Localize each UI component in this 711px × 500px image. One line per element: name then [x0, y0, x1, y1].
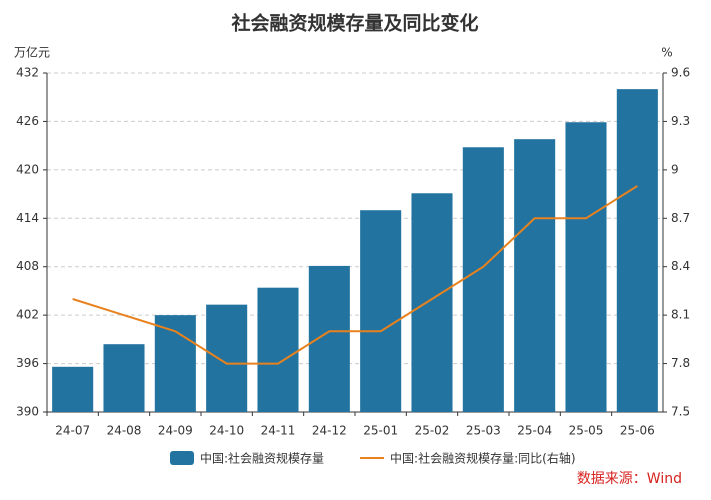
- x-tick-label: 25-03: [466, 424, 501, 438]
- y-axis-label: 万亿元: [14, 45, 50, 60]
- y2-axis-label: %: [661, 46, 672, 60]
- x-tick-label: 25-02: [415, 424, 450, 438]
- x-tick-label: 25-06: [620, 424, 655, 438]
- legend-label: 中国:社会融资规模存量:同比(右轴): [390, 451, 575, 466]
- y2-tick-label: 7.5: [671, 405, 690, 419]
- y-tick-label: 414: [16, 211, 39, 225]
- y-tick-label: 426: [16, 114, 39, 128]
- y-tick-label: 402: [16, 308, 39, 322]
- y2-tick-label: 9.3: [671, 114, 690, 128]
- y2-tick-label: 9.6: [671, 66, 690, 80]
- y-tick-label: 390: [16, 405, 39, 419]
- x-tick-label: 24-11: [261, 424, 296, 438]
- bar: [52, 366, 94, 412]
- y2-tick-label: 8.7: [671, 211, 690, 225]
- y2-tick-label: 8.4: [671, 259, 690, 273]
- legend-label: 中国:社会融资规模存量: [200, 451, 324, 466]
- legend-swatch: [170, 451, 194, 465]
- x-tick-label: 25-05: [569, 424, 604, 438]
- x-tick-label: 24-12: [312, 424, 347, 438]
- y-tick-label: 396: [16, 356, 39, 370]
- bar: [514, 139, 556, 412]
- x-tick-label: 25-04: [517, 424, 552, 438]
- bar: [462, 147, 504, 412]
- bar: [154, 315, 196, 412]
- y-tick-label: 408: [16, 259, 39, 273]
- bar: [257, 287, 299, 412]
- y2-tick-label: 9: [671, 162, 679, 176]
- y2-tick-label: 7.8: [671, 356, 690, 370]
- y-tick-label: 432: [16, 66, 39, 80]
- bar: [308, 265, 350, 412]
- line: [72, 185, 638, 365]
- x-tick-label: 24-10: [209, 424, 244, 438]
- bar: [360, 210, 402, 412]
- bar: [565, 122, 607, 412]
- source-note: 数据来源：Wind: [577, 471, 682, 487]
- bar: [411, 193, 453, 412]
- x-tick-label: 24-08: [107, 424, 142, 438]
- x-tick-label: 25-01: [363, 424, 398, 438]
- x-tick-label: 24-07: [55, 424, 90, 438]
- bar: [616, 89, 658, 413]
- chart-title: 社会融资规模存量及同比变化: [230, 12, 478, 35]
- y2-tick-label: 8.1: [671, 308, 690, 322]
- y-tick-label: 420: [16, 162, 39, 176]
- x-tick-label: 24-09: [158, 424, 193, 438]
- bar: [206, 304, 248, 412]
- bar: [103, 344, 145, 412]
